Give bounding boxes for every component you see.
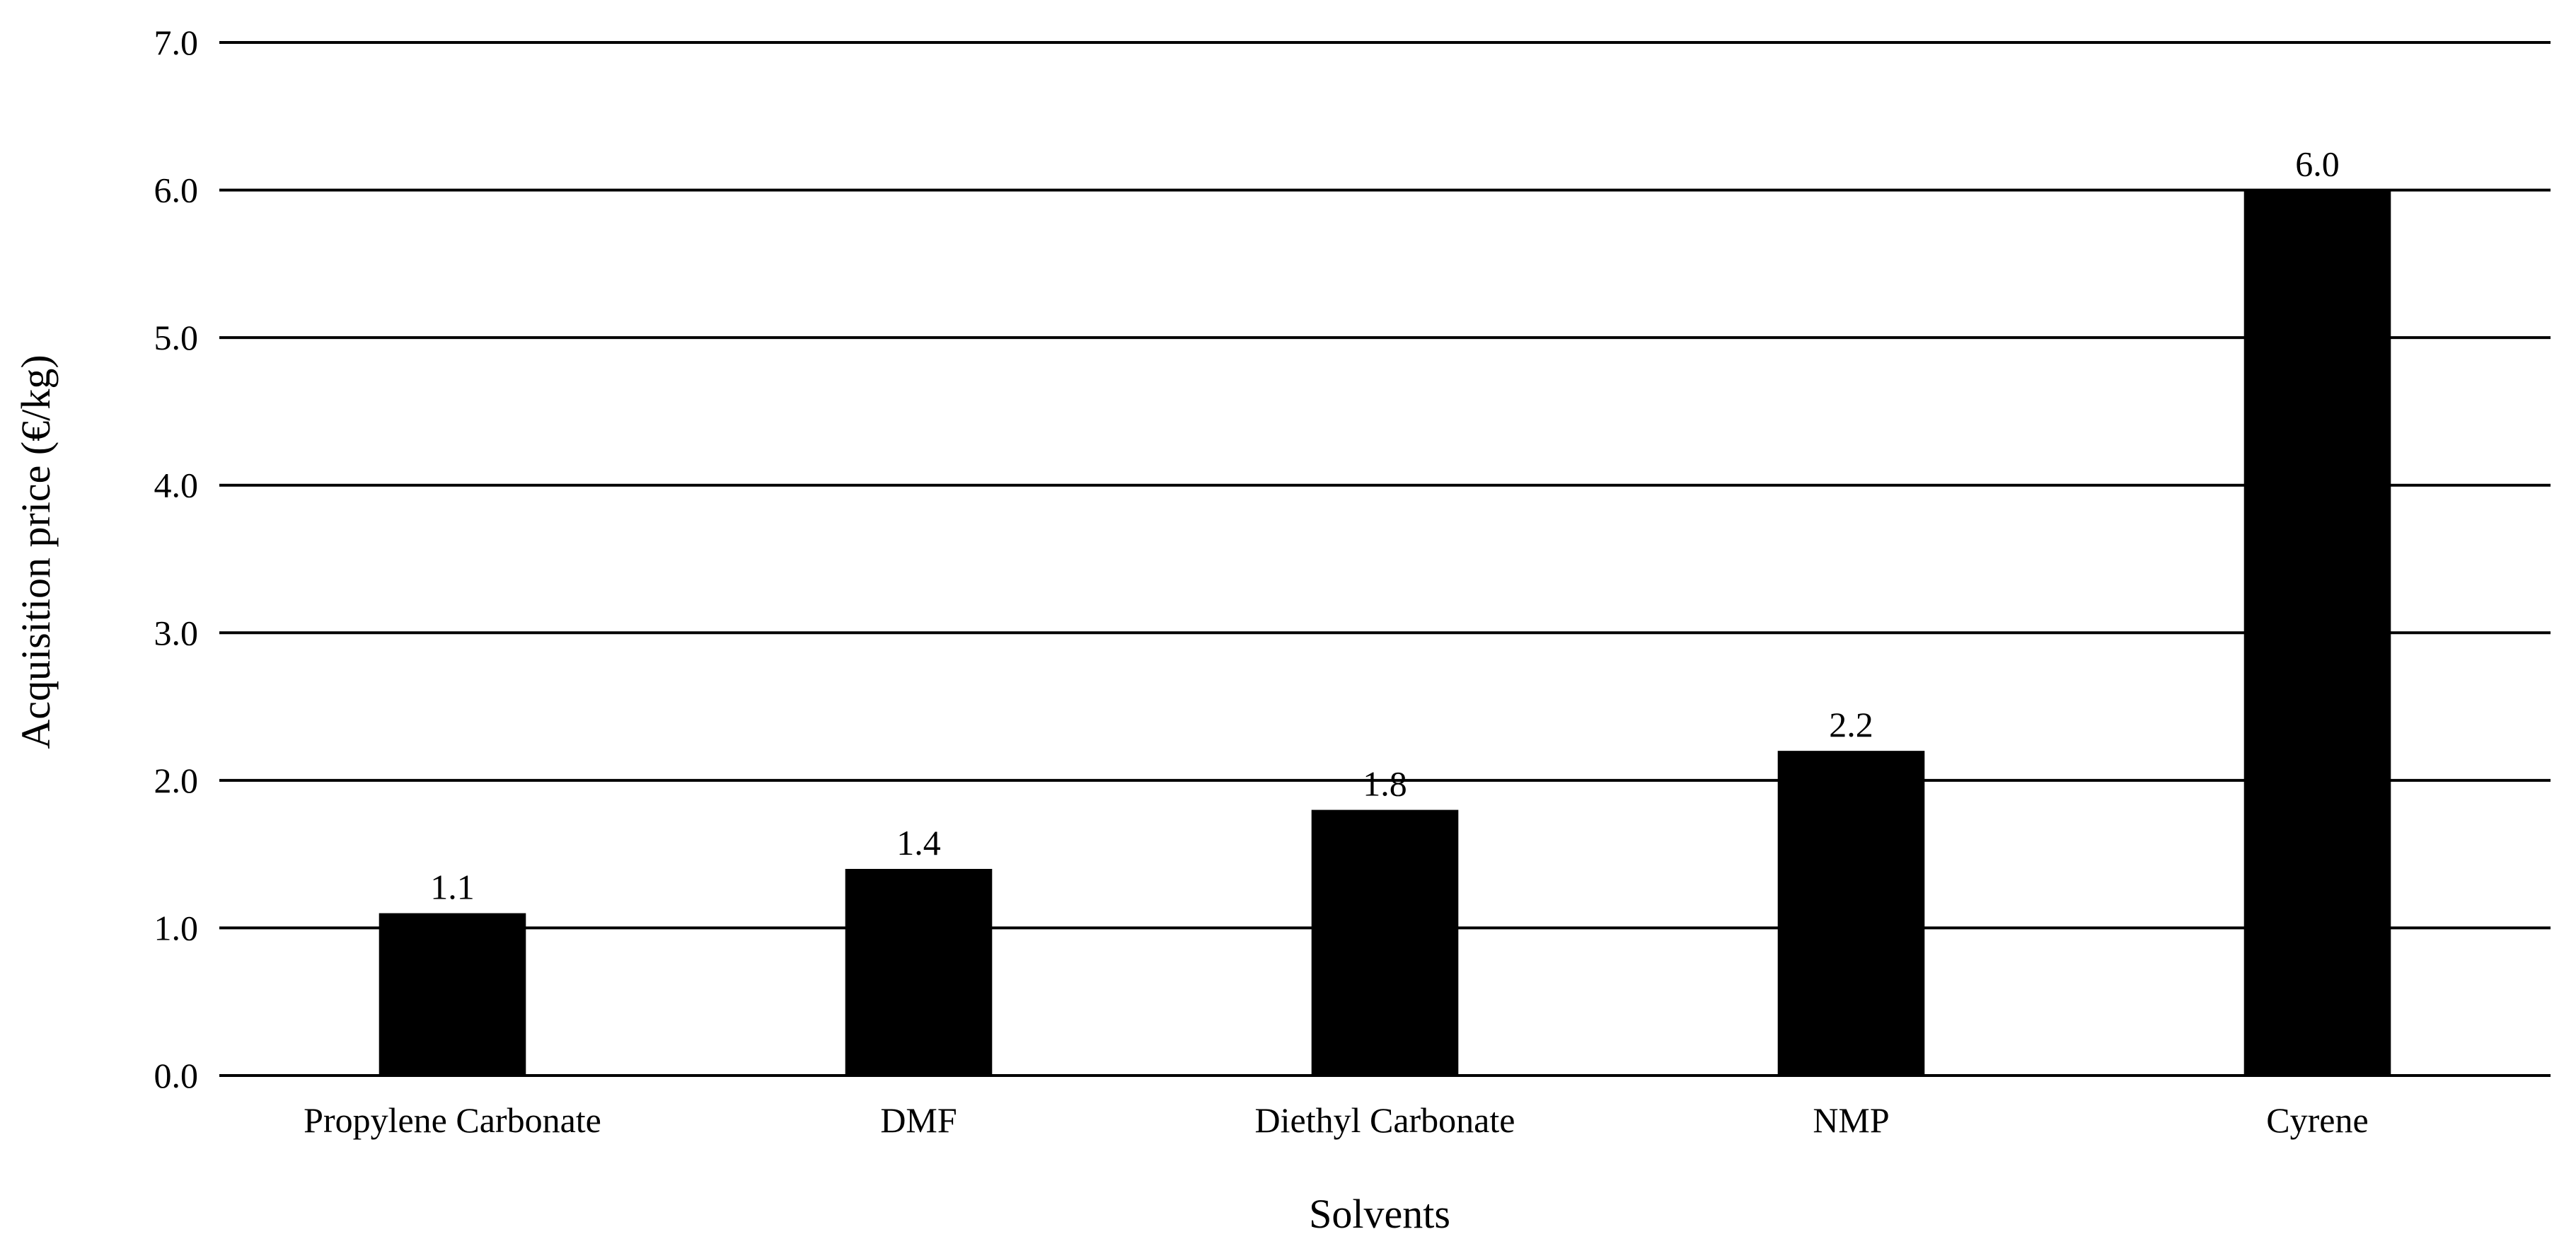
x-category-label: Cyrene (2266, 1100, 2368, 1140)
bars (379, 190, 2391, 1076)
x-category-label: DMF (880, 1100, 957, 1140)
y-tick-label: 2.0 (154, 761, 199, 800)
bar (2243, 190, 2391, 1076)
y-tick-label: 5.0 (154, 318, 199, 357)
y-tick-labels: 0.0 1.0 2.0 3.0 4.0 5.0 6.0 7.0 (154, 23, 199, 1095)
data-labels: 1.1 1.4 1.8 2.2 6.0 (430, 144, 2340, 907)
data-label: 1.8 (1363, 764, 1407, 804)
x-category-label: Propylene Carbonate (304, 1100, 601, 1140)
bar (1311, 809, 1459, 1076)
y-tick-label: 0.0 (154, 1056, 199, 1095)
bar (1777, 751, 1925, 1076)
data-label: 1.4 (896, 823, 941, 863)
y-tick-label: 7.0 (154, 23, 199, 62)
gridlines (219, 41, 2551, 1077)
x-category-label: Diethyl Carbonate (1255, 1100, 1515, 1140)
x-category-label: NMP (1813, 1100, 1889, 1140)
data-label: 1.1 (430, 867, 475, 907)
y-tick-label: 3.0 (154, 613, 199, 652)
y-tick-label: 6.0 (154, 171, 199, 210)
data-label: 6.0 (2295, 144, 2340, 184)
x-category-labels: Propylene Carbonate DMF Diethyl Carbonate N… (304, 1100, 2369, 1140)
bar (845, 869, 993, 1076)
data-label: 2.2 (1829, 705, 1873, 744)
x-axis-title: Solvents (1309, 1191, 1450, 1237)
bar (379, 913, 526, 1076)
y-tick-label: 4.0 (154, 466, 199, 505)
y-axis-title: Acquisition price (€/kg) (13, 354, 59, 749)
y-tick-label: 1.0 (154, 908, 199, 947)
